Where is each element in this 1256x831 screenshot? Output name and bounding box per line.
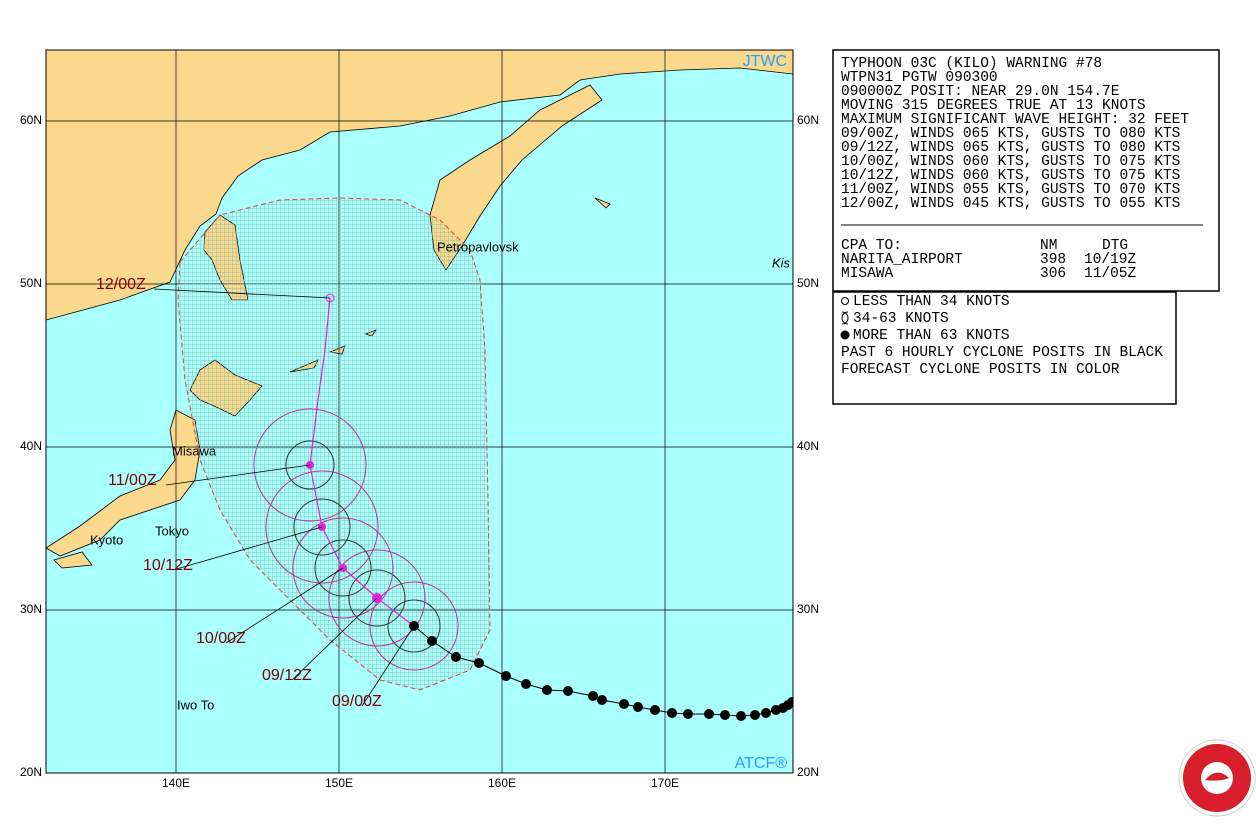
- leader: [172, 526, 323, 571]
- past-position: [704, 709, 714, 719]
- place: Misawa: [172, 443, 217, 458]
- forecast-label: 09/00Z: [332, 693, 382, 710]
- past-position: [633, 702, 643, 712]
- past-position: [501, 671, 511, 681]
- leader: [291, 597, 378, 681]
- warning-line: 090000Z POSIT: NEAR 29.0N 154.7E: [841, 84, 1119, 100]
- cpa-header: CPA TO:: [841, 238, 902, 254]
- past-position: [736, 711, 746, 721]
- leader: [361, 625, 415, 707]
- place: Kyoto: [90, 532, 123, 547]
- map: [46, 50, 793, 773]
- warning-box: [832, 49, 1220, 292]
- legend-line: FORECAST CYCLONE POSITS IN COLOR: [841, 362, 1120, 378]
- lat-label: 30N: [797, 602, 819, 616]
- cpa-header: NM: [1040, 238, 1057, 254]
- lon-label: 140E: [162, 776, 190, 790]
- forecast-label: 09/12Z: [262, 667, 312, 684]
- past-position: [683, 709, 693, 719]
- forecast-labels: 12/00Z 11/00Z 10/12Z 10/00Z 09/12Z 09/00Z: [96, 276, 382, 710]
- cpa-dtg: 10/19Z: [1084, 252, 1137, 268]
- cpa-dtg: 11/05Z: [1084, 266, 1137, 282]
- leader: [153, 288, 331, 299]
- lon-label: 150E: [325, 776, 353, 790]
- place: Petropavlovsk: [437, 239, 519, 254]
- past-position: [427, 636, 437, 646]
- warning-line: 11/00Z, WINDS 055 KTS, GUSTS TO 070 KTS: [841, 182, 1180, 198]
- credit: ATCF®: [735, 755, 788, 772]
- lat-label: 50N: [797, 276, 819, 290]
- cpa-nm: 306: [1040, 266, 1066, 282]
- map-frame: [45, 49, 794, 774]
- past-position: [563, 686, 573, 696]
- cpa-nm: 398: [1040, 252, 1066, 268]
- past-position: [750, 710, 760, 720]
- wind-radii: [253, 408, 459, 671]
- lon-label: 160E: [488, 776, 516, 790]
- lon-label: 170E: [651, 776, 679, 790]
- forecast-label: 10/00Z: [196, 630, 246, 647]
- credit: JTWC: [743, 53, 787, 70]
- lat-label: 50N: [20, 276, 42, 290]
- lat-label: 40N: [20, 439, 42, 453]
- past-position: [588, 691, 598, 701]
- past-position: [787, 697, 793, 707]
- legend-line: MORE THAN 63 KNOTS: [853, 328, 1010, 344]
- lat-label: 30N: [20, 602, 42, 616]
- cpa-name: NARITA_AIRPORT: [841, 252, 963, 268]
- legend-line: 34-63 KNOTS: [853, 311, 949, 327]
- past-position: [451, 652, 461, 662]
- warning-line: 10/00Z, WINDS 060 KTS, GUSTS TO 075 KTS: [841, 154, 1180, 170]
- lat-label: 20N: [20, 765, 42, 779]
- logo: [1178, 739, 1256, 817]
- past-position: [761, 708, 771, 718]
- past-position: [542, 685, 552, 695]
- past-position: [650, 705, 660, 715]
- lat-label: 20N: [797, 765, 819, 779]
- legend-line: PAST 6 HOURLY CYCLONE POSITS IN BLACK: [841, 345, 1163, 361]
- forecast-label: 12/00Z: [96, 276, 146, 293]
- past-position: [521, 679, 531, 689]
- warning-line: 09/12Z, WINDS 065 KTS, GUSTS TO 080 KTS: [841, 140, 1180, 156]
- legend-line: LESS THAN 34 KNOTS: [853, 294, 1010, 310]
- leader: [225, 567, 344, 644]
- place: Iwo To: [177, 697, 214, 712]
- lat-label: 60N: [797, 113, 819, 127]
- forecast-label: 10/12Z: [143, 557, 193, 574]
- forecast-track: [309, 297, 415, 627]
- place: Tokyo: [155, 523, 189, 538]
- leader: [165, 464, 311, 486]
- legend-box: [832, 291, 1177, 405]
- cpa-header: DTG: [1102, 238, 1128, 254]
- cpa-name: MISAWA: [841, 266, 894, 282]
- label-leaders: [153, 288, 415, 707]
- past-position: [597, 695, 607, 705]
- warning-line: 09/00Z, WINDS 065 KTS, GUSTS TO 080 KTS: [841, 126, 1180, 142]
- lat-label: 60N: [20, 113, 42, 127]
- danger-area: [177, 197, 491, 691]
- legend-symbols: [840, 297, 850, 340]
- forecast-label: 11/00Z: [108, 472, 157, 489]
- warning-line: MAXIMUM SIGNIFICANT WAVE HEIGHT: 32 FEET: [841, 112, 1189, 128]
- past-position: [474, 658, 484, 668]
- warning-line: 12/00Z, WINDS 045 KTS, GUSTS TO 055 KTS: [841, 196, 1180, 212]
- warning-line: MOVING 315 DEGREES TRUE AT 13 KNOTS: [841, 98, 1146, 114]
- lat-label: 40N: [797, 439, 819, 453]
- past-position: [619, 699, 629, 709]
- warning-line: 10/12Z, WINDS 060 KTS, GUSTS TO 075 KTS: [841, 168, 1180, 184]
- past-position: [720, 710, 730, 720]
- place: Kis: [772, 255, 791, 270]
- warning-line: WTPN31 PGTW 090300: [841, 70, 998, 86]
- past-position: [667, 708, 677, 718]
- past-track: [409, 621, 793, 721]
- warning-line: TYPHOON 03C (KILO) WARNING #78: [841, 56, 1102, 72]
